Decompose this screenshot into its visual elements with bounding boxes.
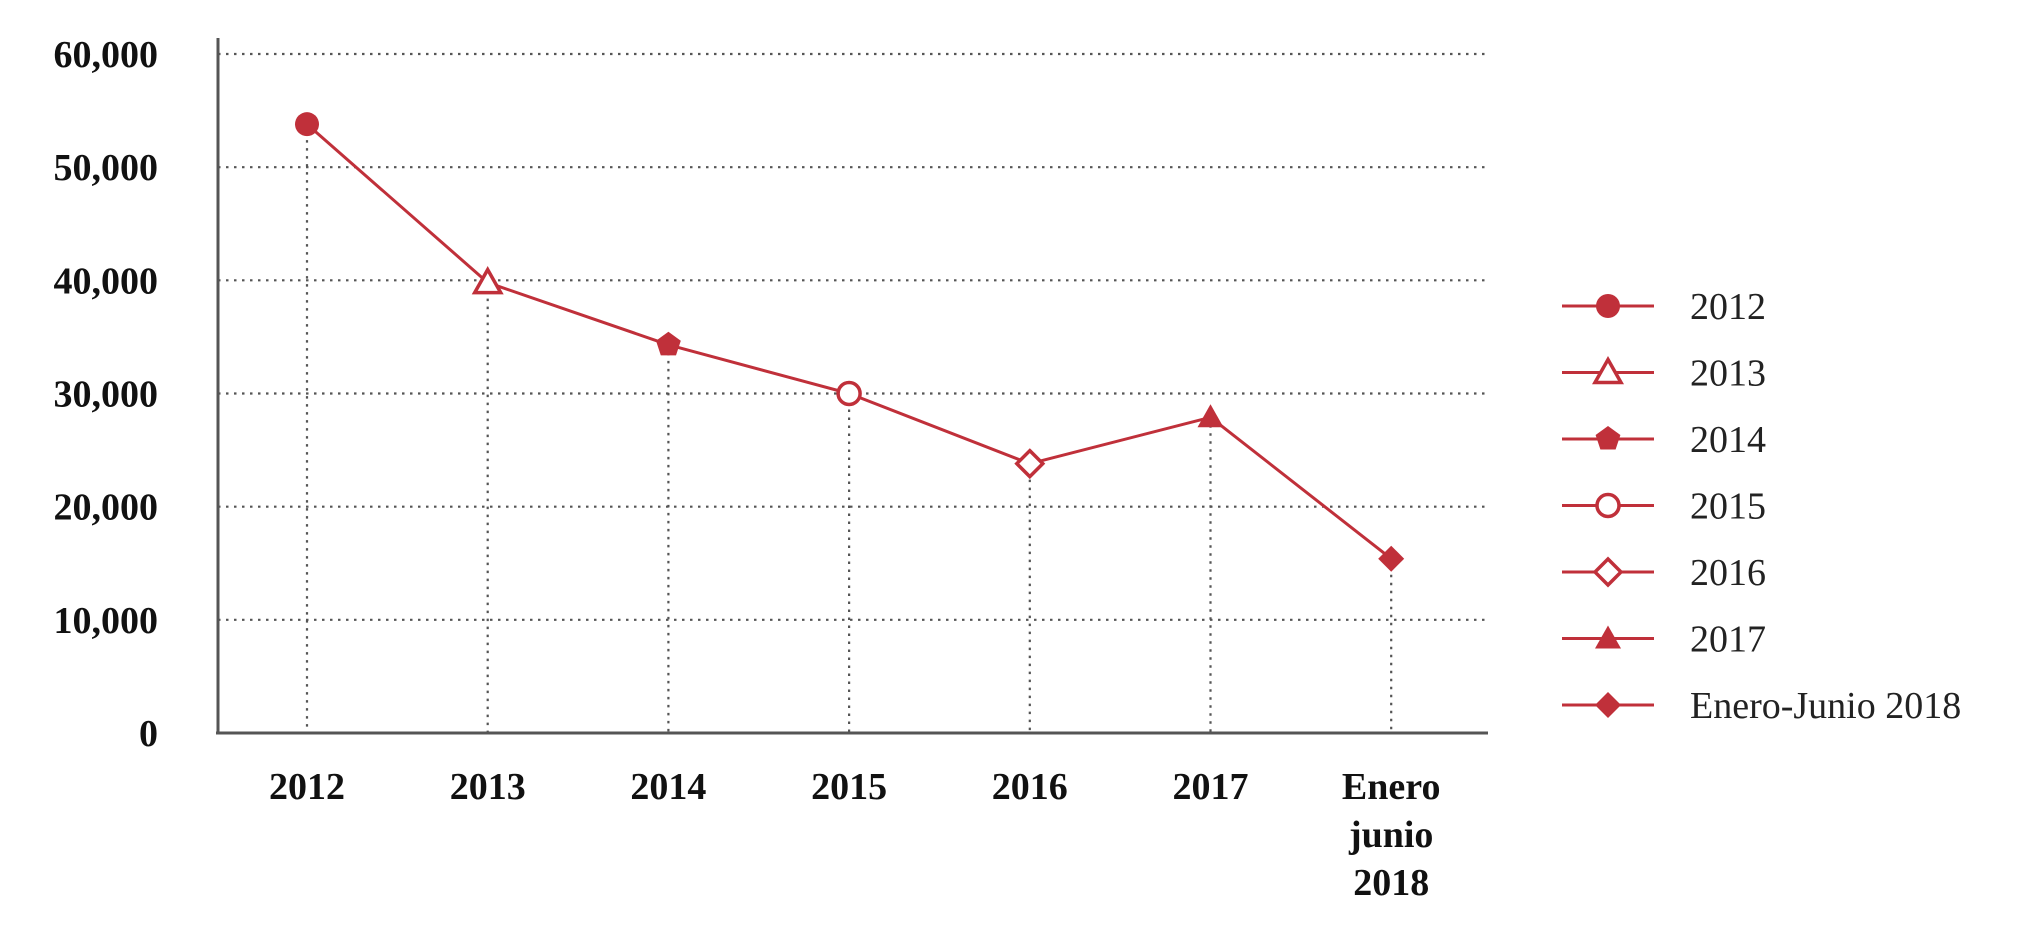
y-tick-label: 20,000 [54,487,159,529]
legend: 2012 2013 2014 2015 2016 2017 Enero-Junio 2018 [1562,286,1961,727]
legend-marker [1592,556,1624,588]
legend-item: 2016 [1562,552,1766,594]
y-tick-labels: 0 10,000 20,000 30,000 40,000 50,000 60,000 [54,34,159,755]
legend-item: 2015 [1562,486,1766,528]
legend-label: 2012 [1690,286,1766,328]
data-point [1197,404,1224,428]
data-point [656,331,681,356]
legend-marker [1595,426,1621,450]
x-tick-label: 2014 [630,766,706,808]
data-point [1378,545,1405,572]
data-point [471,266,504,295]
y-tick-label: 0 [139,713,158,755]
legend-label: Enero-Junio 2018 [1690,685,1961,727]
data-point [295,112,319,137]
data-point [836,380,862,407]
y-tick-label: 10,000 [54,600,159,642]
y-tick-label: 50,000 [54,147,159,189]
legend-item: 2013 [1562,353,1766,395]
legend-marker [1596,294,1620,318]
x-tick-label: Enero junio 2018 [1342,766,1441,904]
legend-item: 2014 [1562,419,1766,461]
legend-label: 2017 [1690,619,1766,661]
y-tick-label: 60,000 [54,34,159,76]
legend-label: 2013 [1690,353,1766,395]
y-tick-label: 30,000 [54,374,159,416]
x-tick-labels: 2012 2013 2014 2015 2016 2017 Enero junio 2018 [269,766,1440,904]
legend-label: 2014 [1690,419,1766,461]
axis-layer [216,38,1488,735]
x-tick-label: 2015 [811,766,887,808]
series-line-layer [306,123,1393,560]
legend-item: 2017 [1562,619,1766,661]
legend-marker [1595,625,1621,649]
x-tick-label: 2016 [992,766,1068,808]
legend-item: Enero-Junio 2018 [1562,685,1961,727]
x-tick-label: 2012 [269,766,345,808]
x-tick-label: 2013 [450,766,526,808]
grid-layer [218,52,1488,733]
data-point-layer [295,112,1405,572]
legend-marker [1595,692,1621,718]
legend-label: 2016 [1690,552,1766,594]
legend-item: 2012 [1562,286,1766,328]
series-line [306,123,1393,560]
data-point [1014,448,1046,480]
legend-label: 2015 [1690,486,1766,528]
y-tick-label: 40,000 [54,260,159,302]
x-tick-label: 2017 [1173,766,1249,808]
legend-marker [1592,355,1624,385]
legend-marker [1595,492,1621,519]
